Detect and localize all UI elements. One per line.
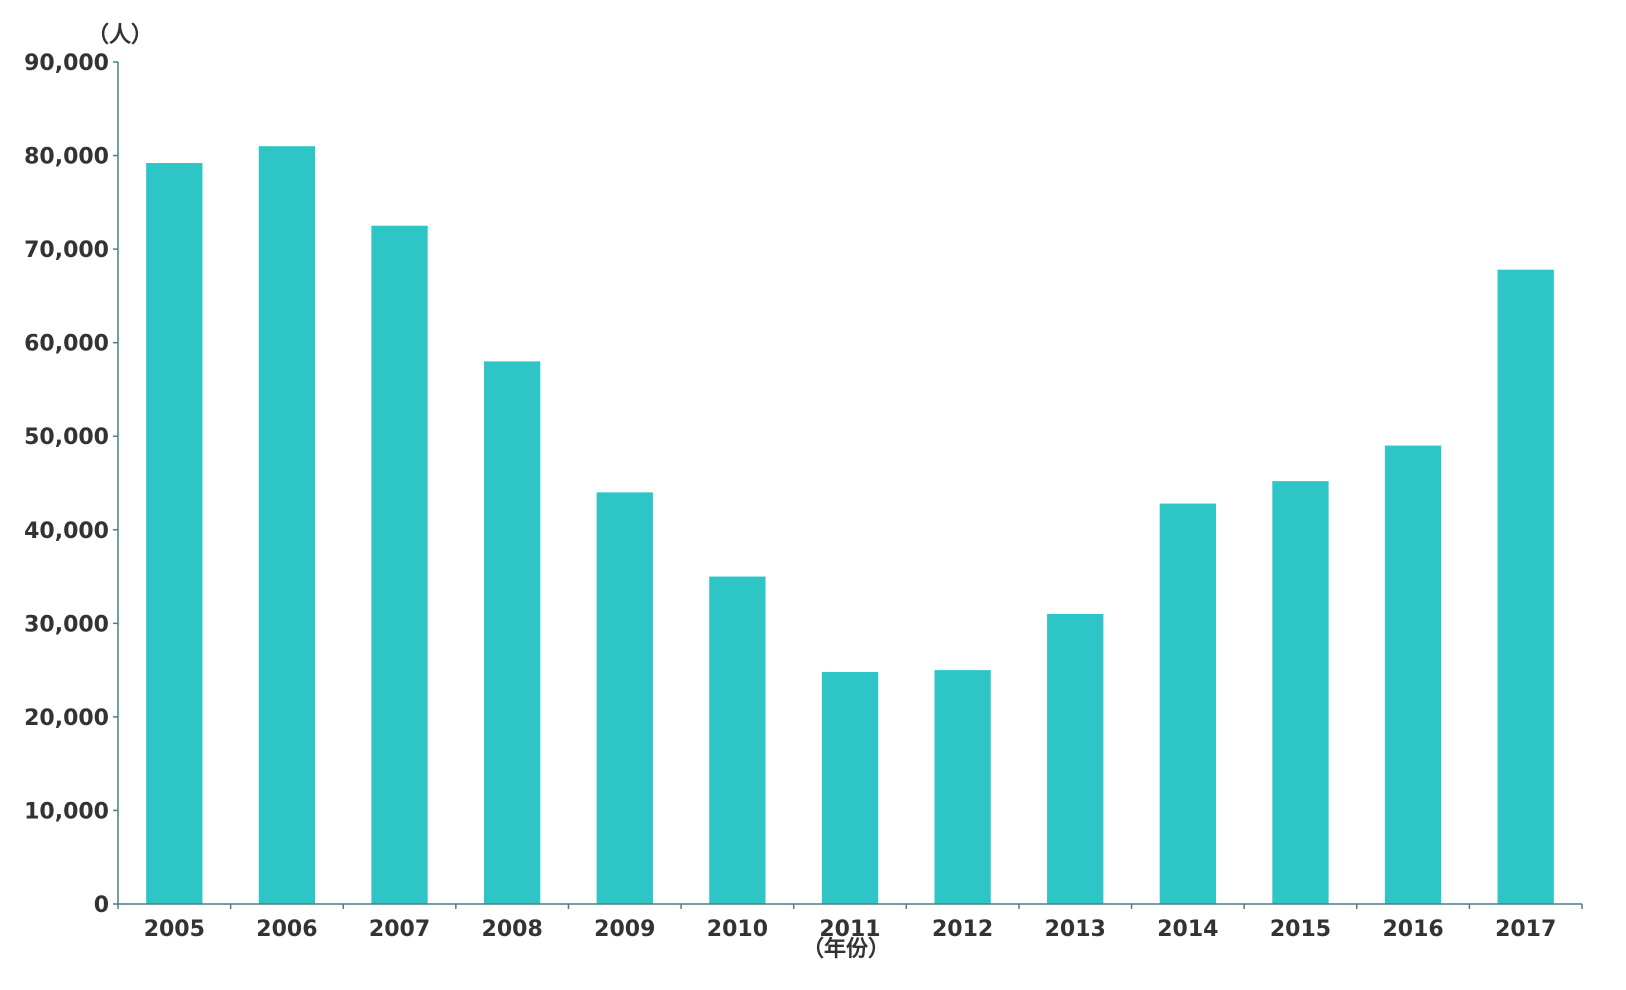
bar-2010	[709, 576, 766, 904]
y-tick-label: 60,000	[24, 332, 109, 357]
x-tick-label: 2006	[256, 917, 317, 942]
bar-2015	[1272, 481, 1329, 904]
bar-2017	[1497, 269, 1554, 904]
bar-2006	[258, 146, 316, 904]
x-tick-label: 2017	[1495, 917, 1556, 942]
bars-group	[146, 146, 1554, 905]
y-tick-label: 90,000	[24, 51, 109, 76]
y-tick-label: 70,000	[24, 238, 109, 263]
bar-2007	[371, 225, 428, 905]
bar-2013	[1047, 613, 1104, 904]
bar-2009	[596, 492, 653, 904]
x-tick-label: 2010	[707, 917, 768, 942]
x-tick-label: 2014	[1157, 917, 1218, 942]
bar-2012	[934, 670, 991, 904]
x-axis: 2005 2006 2007 2008 2009 2010 2011 2012 2013 2014…	[117, 903, 1583, 942]
x-tick-label: 2015	[1270, 917, 1331, 942]
x-tick-label: 2012	[932, 917, 993, 942]
y-tick-label: 20,000	[24, 706, 109, 731]
x-tick-label: 2013	[1045, 917, 1106, 942]
x-tick-label: 2008	[482, 917, 543, 942]
y-tick-label: 50,000	[24, 425, 109, 450]
y-tick-label: 10,000	[24, 799, 109, 824]
y-tick-label: 0	[94, 893, 109, 918]
x-tick-label: 2009	[594, 917, 655, 942]
x-tick-label: 2005	[144, 917, 205, 942]
y-axis: 0 10,000 20,000 30,000 40,000 50,000 60,000 70,…	[24, 51, 119, 918]
x-tick-label: 2011	[819, 917, 880, 942]
bar-2014	[1159, 503, 1216, 904]
y-tick-label: 40,000	[24, 519, 109, 544]
bar-2008	[484, 361, 541, 904]
y-tick-label: 30,000	[24, 612, 109, 637]
bar-2011	[821, 671, 879, 904]
x-tick-label: 2016	[1382, 917, 1443, 942]
x-tick-label: 2007	[369, 917, 430, 942]
bar-2016	[1384, 445, 1442, 904]
y-axis-unit-label: （人）	[87, 23, 153, 48]
x-axis-unit-label: （年份）	[802, 936, 890, 962]
bar-2005	[146, 163, 203, 905]
y-tick-label: 80,000	[24, 145, 109, 170]
